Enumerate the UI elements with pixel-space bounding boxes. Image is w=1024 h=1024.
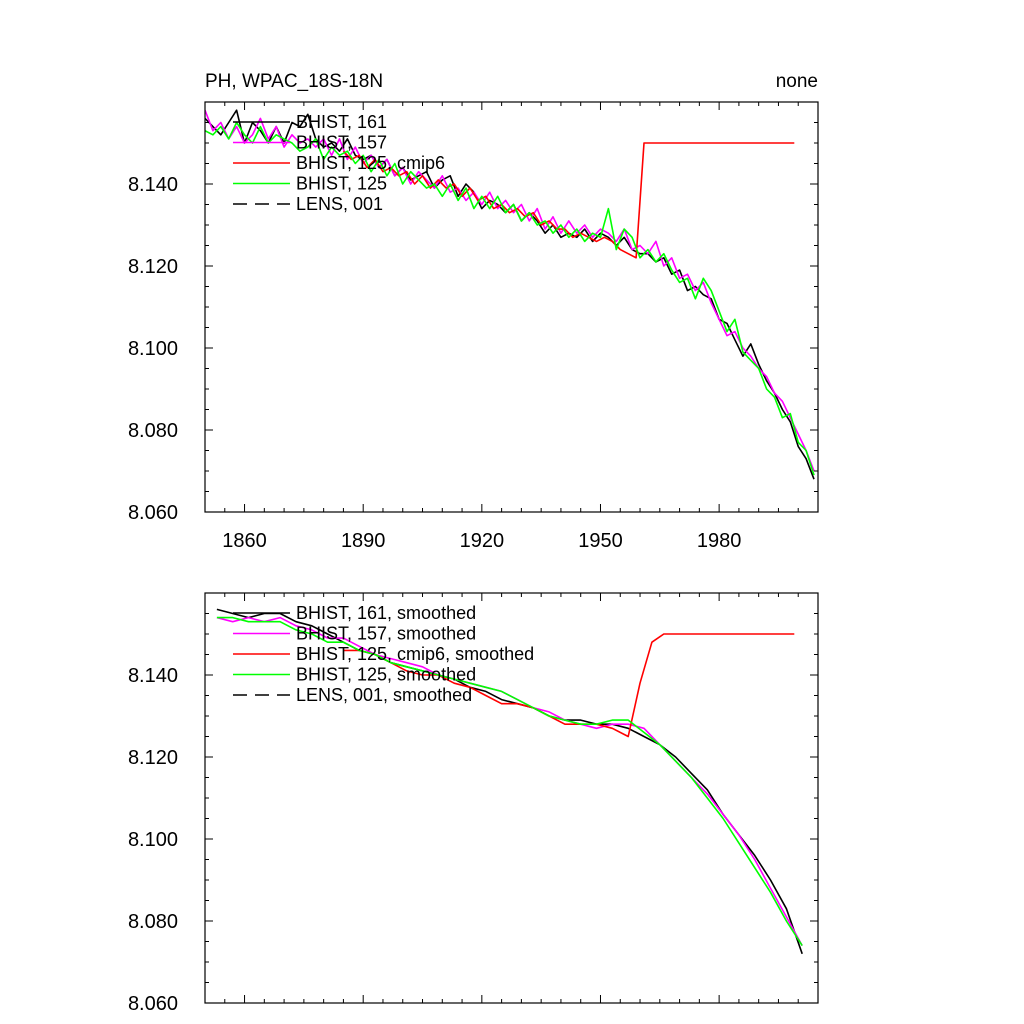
series-layer-bottom [216, 608, 803, 955]
legend-label: BHIST, 157 [296, 133, 387, 153]
y-tick-label: 8.060 [128, 993, 178, 1015]
y-tick-label: 8.120 [128, 747, 178, 769]
y-tick-label: 8.140 [128, 665, 178, 687]
panel-bottom: 8.060 8.080 8.100 8.120 8.140 BHIST, 161, sm… [128, 592, 819, 1015]
legend-label: LENS, 001, smoothed [296, 685, 472, 705]
y-tick-label: 8.100 [128, 338, 178, 360]
x-tick-label: 1890 [341, 530, 386, 552]
y-tick-label: 8.120 [128, 256, 178, 278]
y-tick-label: 8.080 [128, 911, 178, 933]
legend-label: BHIST, 157, smoothed [296, 624, 476, 644]
legend-label: BHIST, 125 [296, 174, 387, 194]
x-tick-label: 1980 [697, 530, 742, 552]
panel-top: PH, WPAC_18S-18N none 1860 1890 1920 1950 19… [128, 71, 819, 552]
x-tick-label: 1920 [460, 530, 505, 552]
ticks-bottom: 8.060 8.080 8.100 8.120 8.140 [128, 593, 819, 1015]
legend-label: BHIST, 125, smoothed [296, 665, 476, 685]
ticks-top: 1860 1890 1920 1950 1980 8.060 8.080 8.100 8.120… [128, 102, 819, 552]
series-layer-top [205, 109, 815, 480]
series-line [216, 616, 803, 947]
series-line [343, 633, 795, 738]
legend-label: BHIST, 161 [296, 112, 387, 132]
y-tick-label: 8.060 [128, 502, 178, 524]
panel-title-right: none [776, 71, 818, 92]
panel-title-left: PH, WPAC_18S-18N [205, 71, 383, 92]
series-line [342, 142, 795, 259]
legend-label: BHIST, 125, cmip6 [296, 153, 445, 173]
y-tick-label: 8.140 [128, 174, 178, 196]
legend-label: LENS, 001 [296, 194, 383, 214]
x-tick-label: 1950 [578, 530, 623, 552]
x-tick-label: 1860 [222, 530, 267, 552]
legend-label: BHIST, 125, cmip6, smoothed [296, 644, 534, 664]
series-line [205, 109, 815, 472]
series-line [216, 608, 803, 955]
y-tick-label: 8.100 [128, 829, 178, 851]
legend-label: BHIST, 161, smoothed [296, 603, 476, 623]
series-line [205, 121, 815, 476]
y-tick-label: 8.080 [128, 420, 178, 442]
